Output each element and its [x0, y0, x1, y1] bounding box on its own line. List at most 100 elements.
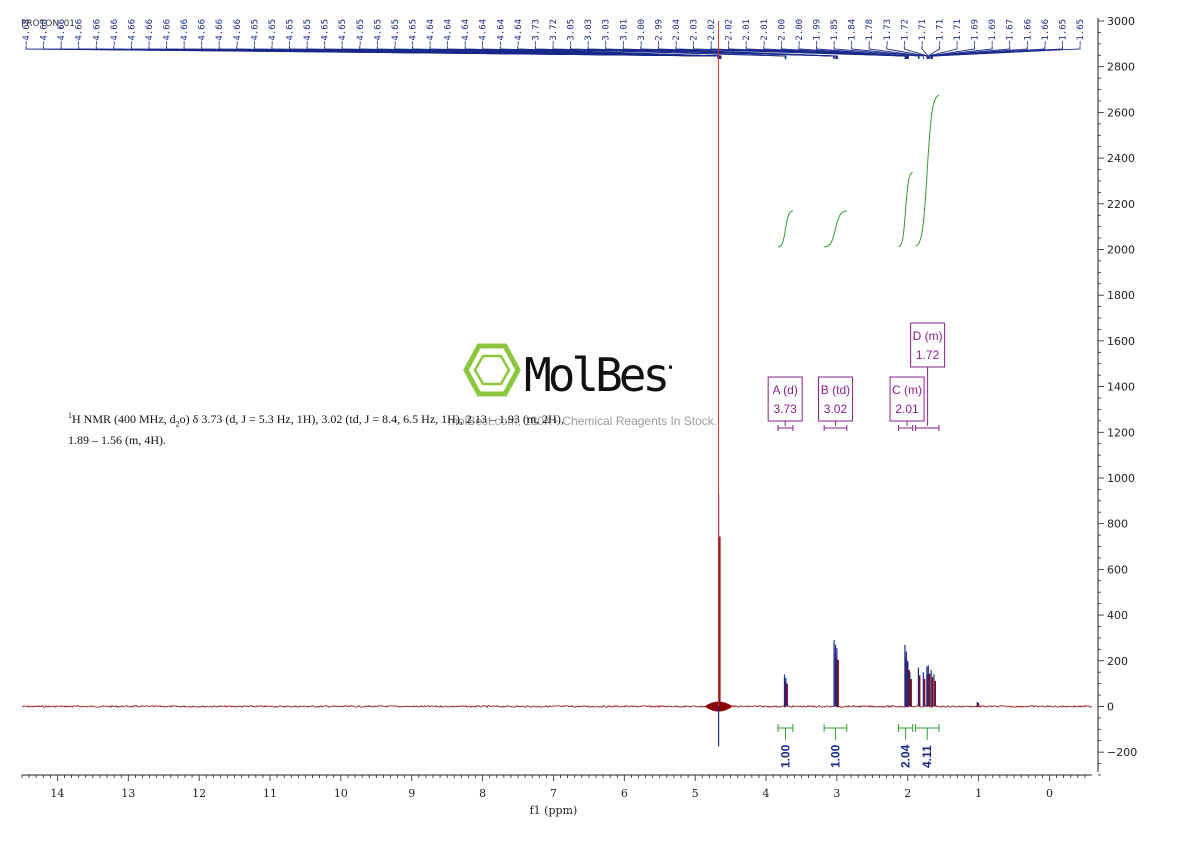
peak-shift-label: −4.66	[92, 19, 102, 46]
peak-shift-label: −4.66	[180, 19, 190, 46]
peak-connector	[931, 46, 1046, 59]
peak-shift-label: −4.65	[373, 19, 383, 46]
y-tick-label: 0	[1107, 700, 1114, 713]
y-tick-label: 1200	[1107, 426, 1135, 439]
x-tick-label: 8	[479, 787, 486, 800]
peak-shift-label: −2.01	[760, 19, 770, 46]
multiplet-shift: 1.72	[916, 348, 940, 362]
y-tick-label: 1000	[1107, 472, 1135, 485]
peak-shift-label: −3.03	[602, 19, 612, 46]
x-tick-label: 10	[334, 787, 348, 800]
peak-shift-label: −3.72	[549, 19, 559, 46]
y-tick-label: −200	[1107, 746, 1137, 759]
peak-connector	[763, 46, 908, 59]
peak-shift-label: −1.71	[935, 19, 945, 46]
x-tick-label: 2	[904, 787, 911, 800]
y-tick-label: 400	[1107, 609, 1128, 622]
peak-shift-label: −4.66	[127, 19, 137, 46]
peak-shift-label: −1.66	[1041, 19, 1051, 46]
peak-shift-label: −4.66	[233, 19, 243, 46]
peak-shift-label: −4.66	[215, 19, 225, 46]
x-tick-label: 0	[1046, 787, 1053, 800]
peak-shift-label: −1.71	[918, 19, 928, 46]
peak-connector	[657, 46, 839, 59]
peak-connector	[886, 46, 928, 59]
peak-shift-label: −4.66	[57, 19, 67, 46]
peak-shift-label: −4.66	[75, 19, 85, 46]
peak-connector	[517, 46, 722, 59]
x-tick-label: 1	[975, 787, 982, 800]
peak-shift-label: −1.85	[830, 19, 840, 46]
nucleus-superscript: 1	[68, 411, 72, 420]
peak-connector	[903, 46, 929, 59]
peak-shift-label: −4.64	[461, 19, 471, 46]
peak-shift-label: −2.04	[672, 19, 682, 46]
y-tick-label: 2400	[1107, 152, 1135, 165]
x-tick-label: 4	[763, 787, 770, 800]
peak-connector	[552, 46, 787, 59]
peak-shift-label: −2.99	[654, 19, 664, 46]
peak-connector	[798, 46, 909, 59]
integral-curve	[824, 210, 847, 248]
peak-shift-label: −1.65	[1076, 19, 1086, 46]
x-tick-label: 12	[192, 787, 206, 800]
integral-bar-group: 1.00 1.00 2.04 4.11	[777, 724, 940, 768]
peak-shift-label: −4.66	[110, 19, 120, 46]
peak-shift-label: −1.73	[883, 19, 893, 46]
peak-shift-label: −4.66	[198, 19, 208, 46]
peak-connector	[932, 46, 1081, 59]
peak-shift-label: −2.00	[795, 19, 805, 46]
integral-curve	[915, 94, 940, 247]
peak-shift-label: −3.73	[531, 19, 541, 46]
multiplet-name: A (d)	[773, 383, 798, 397]
peak-shift-label: −4.64	[444, 19, 454, 46]
nmr-description: 1H NMR (400 MHz, d2o) δ 3.73 (d, J = 5.3…	[68, 408, 628, 448]
y-tick-label: 200	[1107, 655, 1128, 668]
integral-curve	[777, 210, 794, 248]
molbest-watermark-logo: MolBest	[463, 343, 672, 398]
peak-shift-label: −4.65	[408, 19, 418, 46]
multiplet-shift: 3.02	[824, 402, 848, 416]
peak-shift-label: −4.65	[321, 19, 331, 46]
x-axis-label: f1 (ppm)	[530, 804, 578, 817]
y-axis: −200 0 200 400 600 800 1000 1200 1400 1600 1800 200…	[1097, 15, 1137, 776]
peak-shift-label: −4.68	[40, 19, 50, 46]
peak-shift-label: −1.72	[900, 19, 910, 46]
peak-shift-label: −3.01	[619, 19, 629, 46]
watermark-tagline: molBest.com, 180K+ Chemical Reagents In …	[448, 414, 718, 428]
description-line1: o) δ 3.73 (d, J = 5.3 Hz, 1H), 3.02 (td,…	[179, 412, 564, 426]
peak-shift-label: −1.65	[1058, 19, 1068, 46]
peak-shift-label: −4.64	[426, 19, 436, 46]
y-tick-label: 1400	[1107, 381, 1135, 394]
peak-shift-label: −1.67	[1006, 19, 1016, 46]
description-prefix: H NMR (400 MHz, d	[72, 412, 176, 426]
y-tick-label: 2600	[1107, 106, 1135, 119]
peak-connector	[816, 46, 909, 59]
integral-value: 4.11	[920, 745, 934, 768]
peak-shift-label: −4.64	[496, 19, 506, 46]
multiplet-name: B (td)	[821, 383, 850, 397]
integral-value: 1.00	[779, 744, 793, 768]
watermark-brand: MolBest	[524, 348, 672, 398]
peak-shift-label: −4.65	[356, 19, 366, 46]
peak-shift-label: −1.78	[865, 19, 875, 46]
peak-shift-label: −4.65	[391, 19, 401, 46]
peak-shift-label: −2.00	[777, 19, 787, 46]
peak-shift-label: −4.64	[514, 19, 524, 46]
peak-shift-label: −4.65	[286, 19, 296, 46]
peak-connector	[833, 46, 919, 59]
multiplet-box-group: A (d) 3.73 B (td) 3.02 C (m) 2.01 D (m) 1.72	[767, 322, 946, 431]
peak-shift-label: −2.02	[725, 19, 735, 46]
peak-shift-label: −4.66	[163, 19, 173, 46]
x-axis: 14 13 12 11 10 9 8 7 6 5 4 3 2 1 0f1 (ppm)	[21, 774, 1092, 817]
peak-connector	[930, 46, 1011, 59]
multiplet-name: C (m)	[892, 383, 922, 397]
multiplet-name: D (m)	[913, 329, 943, 343]
peak-shift-label: −1.84	[848, 19, 858, 46]
baseline-trace	[21, 705, 1093, 708]
multiplet-shift: 2.01	[895, 402, 919, 416]
y-tick-label: 3000	[1107, 15, 1135, 28]
y-tick-label: 2800	[1107, 61, 1135, 74]
peak-shift-label: −4.66	[145, 19, 155, 46]
integral-curve	[898, 171, 913, 248]
